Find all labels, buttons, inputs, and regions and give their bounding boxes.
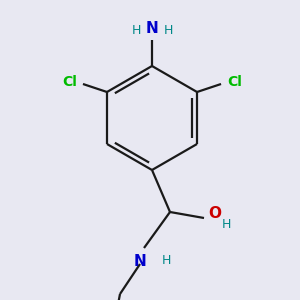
Text: N: N [134,254,146,269]
Text: H: H [162,254,171,266]
Text: H: H [222,218,231,230]
Text: H: H [163,23,173,37]
Text: H: H [131,23,141,37]
Text: N: N [146,21,158,36]
Text: Cl: Cl [227,75,242,89]
Text: O: O [208,206,221,221]
Text: Cl: Cl [62,75,77,89]
